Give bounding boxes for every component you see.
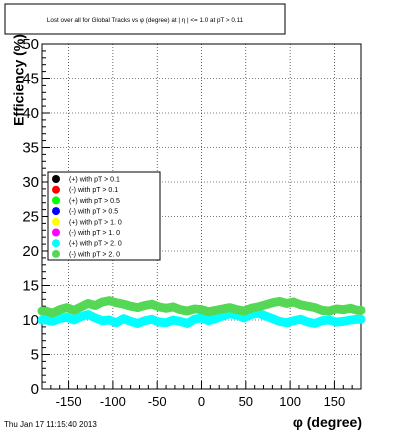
data-series [37, 296, 366, 328]
legend-entry-label: (-) with pT > 1. 0 [69, 230, 120, 237]
chart-title: Lost over all for Global Tracks vs φ (de… [47, 17, 244, 24]
x-tick-label: 0 [198, 394, 205, 409]
y-tick-label: 40 [22, 105, 39, 122]
legend-marker [52, 217, 60, 226]
legend-marker [52, 196, 60, 205]
y-axis-label: Efficiency (%) [11, 34, 27, 126]
timestamp: Thu Jan 17 11:15:40 2013 [4, 420, 97, 429]
x-axis-label: φ (degree) [293, 414, 362, 430]
legend-entry-label: (-) with pT > 0.5 [69, 209, 118, 216]
x-tick-label: -100 [100, 394, 126, 409]
y-tick-label: 25 [22, 209, 39, 226]
legend-entry-label: (+) with pT > 0.5 [69, 198, 120, 205]
y-tick-label: 30 [22, 174, 39, 191]
y-tick-label: 5 [31, 347, 39, 364]
x-tick-label: -150 [56, 394, 82, 409]
y-tick-label: 10 [22, 312, 39, 329]
legend-entry-label: (+) with pT > 2. 0 [69, 241, 122, 248]
grid-lines [42, 44, 361, 389]
x-tick-label: 50 [239, 394, 253, 409]
y-tick-label: 20 [22, 243, 39, 260]
y-tick-label: 50 [22, 36, 39, 53]
legend-marker [52, 185, 60, 194]
title-box: Lost over all for Global Tracks vs φ (de… [4, 3, 286, 35]
legend-entry-label: (-) with pT > 2. 0 [69, 251, 120, 258]
data-point [356, 305, 366, 315]
y-tick-label: 35 [22, 140, 39, 157]
y-tick-label: 15 [22, 278, 39, 295]
x-tick-label: 150 [324, 394, 346, 409]
y-tick-label: 0 [31, 381, 39, 398]
series-points [37, 296, 366, 318]
legend-marker [52, 175, 60, 183]
legend-entry-label: (+) with pT > 0.1 [69, 177, 120, 184]
y-tick-label: 45 [22, 71, 39, 88]
x-tick-label: 100 [279, 394, 301, 409]
x-tick-label: -50 [148, 394, 167, 409]
legend-box [47, 171, 161, 261]
axes: -150 -100 -50 0 50 100 150 0 5 10 15 20 25 30 35 40 45 50 [22, 36, 362, 409]
series-points [37, 308, 366, 328]
data-point [356, 314, 366, 324]
legend-entry-label: (-) with pT > 0.1 [69, 187, 118, 194]
legend-marker [52, 207, 60, 216]
legend: (+) with pT > 0.1 (-) with pT > 0.1 (+) wi… [47, 171, 161, 261]
legend-marker [52, 239, 60, 248]
legend-marker [52, 249, 60, 258]
legend-entry-label: (+) with pT > 1. 0 [69, 219, 122, 226]
legend-marker [52, 228, 60, 237]
